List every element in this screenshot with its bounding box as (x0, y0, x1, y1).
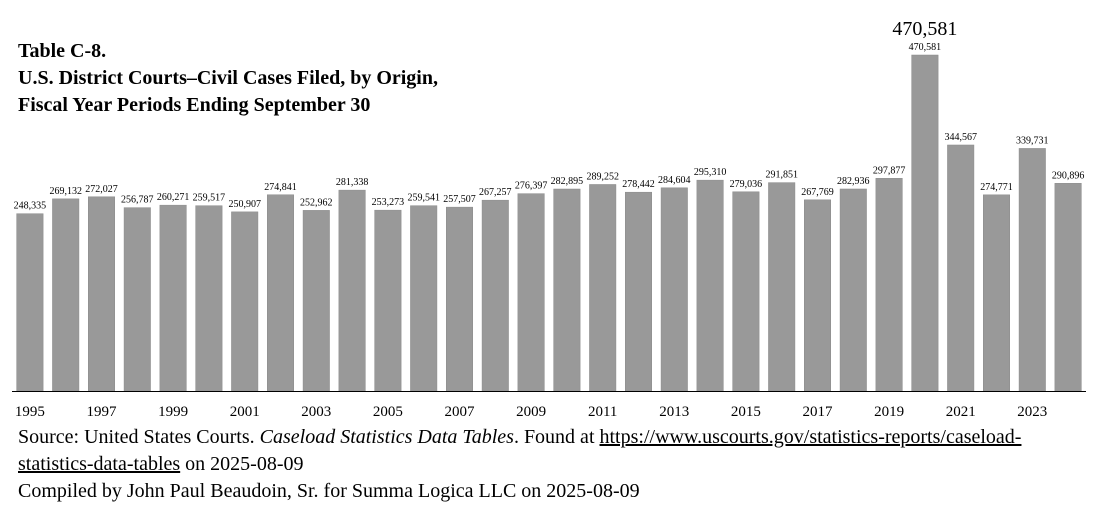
bar-2017 (804, 199, 831, 392)
data-label-2013: 284,604 (658, 175, 691, 186)
bar-1997 (88, 196, 115, 392)
data-label-2023: 339,731 (1016, 135, 1049, 146)
bar-2008 (481, 199, 509, 392)
bar-2016 (768, 182, 796, 392)
x-tick-2005: 2005 (373, 404, 403, 420)
bar-1995 (16, 213, 44, 392)
bar-1999 (159, 204, 187, 392)
x-tick-2007: 2007 (445, 404, 476, 420)
x-tick-labels-group: 1995 1997 1999 2001 2003 2005 2007 2009 2011 2013… (15, 404, 1047, 420)
bar-2024 (1054, 183, 1082, 392)
data-label-1997: 272,027 (85, 184, 118, 195)
data-label-2005: 253,273 (372, 197, 405, 208)
bar-2003 (302, 210, 330, 392)
bars-group (16, 54, 1082, 392)
data-label-2010: 282,895 (551, 176, 584, 187)
x-tick-2023: 2023 (1017, 404, 1047, 420)
bar-2001 (231, 211, 259, 392)
x-tick-1999: 1999 (158, 404, 188, 420)
data-label-2012: 278,442 (622, 179, 655, 190)
data-label-2021: 344,567 (944, 132, 977, 143)
x-tick-2003: 2003 (301, 404, 331, 420)
data-label-2017: 267,769 (801, 187, 834, 198)
bar-2014 (696, 179, 724, 392)
source-note: Source: United States Courts. Caseload S… (18, 424, 1093, 505)
data-label-2002: 274,841 (264, 182, 297, 193)
data-label-2007: 257,507 (443, 194, 476, 205)
bar-2015 (732, 191, 760, 392)
bar-2000 (195, 205, 223, 392)
data-label-1995: 248,335 (14, 201, 47, 212)
x-tick-2017: 2017 (803, 404, 834, 420)
source-date: on 2025-08-09 (180, 453, 304, 475)
bar-2023 (1018, 148, 1046, 392)
bar-2013 (660, 187, 688, 392)
compiled-by: Compiled by John Paul Beaudoin, Sr. for … (18, 480, 640, 502)
data-label-2015: 279,036 (730, 179, 763, 190)
data-label-2022: 274,771 (980, 182, 1013, 193)
data-label-2011: 289,252 (586, 171, 619, 182)
source-publication: Caseload Statistics Data Tables (259, 426, 514, 448)
x-tick-1997: 1997 (87, 404, 118, 420)
peak-annotation: 470,581 (892, 18, 957, 40)
x-tick-2019: 2019 (874, 404, 904, 420)
bar-2004 (338, 189, 366, 392)
data-label-2004: 281,338 (336, 177, 369, 188)
x-tick-2011: 2011 (588, 404, 617, 420)
bar-2006 (410, 205, 438, 392)
title-line-2: U.S. District Courts–Civil Cases Filed, … (18, 67, 438, 89)
data-label-1999: 260,271 (157, 192, 190, 203)
data-label-2000: 259,517 (193, 193, 226, 204)
source-link[interactable]: https://www.uscourts.gov/statistics-repo… (18, 426, 1022, 475)
data-label-2018: 282,936 (837, 176, 870, 187)
bar-2007 (446, 206, 473, 392)
x-tick-2013: 2013 (659, 404, 689, 420)
bar-2019 (875, 178, 903, 392)
bar-2022 (983, 194, 1010, 392)
bar-2009 (517, 193, 545, 392)
source-prefix: Source: United States Courts. (18, 426, 260, 448)
x-tick-2009: 2009 (516, 404, 546, 420)
bar-2011 (589, 184, 617, 392)
bar-2005 (374, 209, 402, 392)
bar-2012 (625, 191, 652, 392)
title-line-1: Table C-8. (18, 40, 107, 62)
bar-2021 (947, 144, 975, 392)
x-tick-1995: 1995 (15, 404, 45, 420)
data-label-2019: 297,877 (873, 165, 906, 176)
bar-2002 (267, 194, 294, 392)
chart-title: Table C-8. U.S. District Courts–Civil Ca… (18, 38, 438, 119)
data-label-2014: 295,310 (694, 167, 727, 178)
source-found-at: . Found at (513, 426, 600, 448)
data-label-1996: 269,132 (49, 186, 82, 197)
bar-1998 (123, 207, 151, 392)
data-label-2008: 267,257 (479, 187, 512, 198)
data-label-2001: 250,907 (228, 199, 261, 210)
x-tick-2001: 2001 (230, 404, 260, 420)
x-tick-2021: 2021 (946, 404, 976, 420)
bar-2020 (911, 54, 939, 392)
data-label-2020: 470,581 (909, 42, 942, 53)
data-label-1998: 256,787 (121, 195, 154, 206)
data-label-2006: 259,541 (407, 193, 440, 204)
bar-1996 (52, 198, 80, 392)
title-line-3: Fiscal Year Periods Ending September 30 (18, 94, 371, 116)
x-tick-2015: 2015 (731, 404, 761, 420)
bar-2010 (553, 188, 581, 392)
data-label-2003: 252,962 (300, 197, 333, 208)
data-label-2016: 291,851 (765, 170, 798, 181)
data-label-2009: 276,397 (515, 181, 548, 192)
bar-2018 (839, 188, 867, 392)
data-label-2024: 290,896 (1052, 170, 1085, 181)
